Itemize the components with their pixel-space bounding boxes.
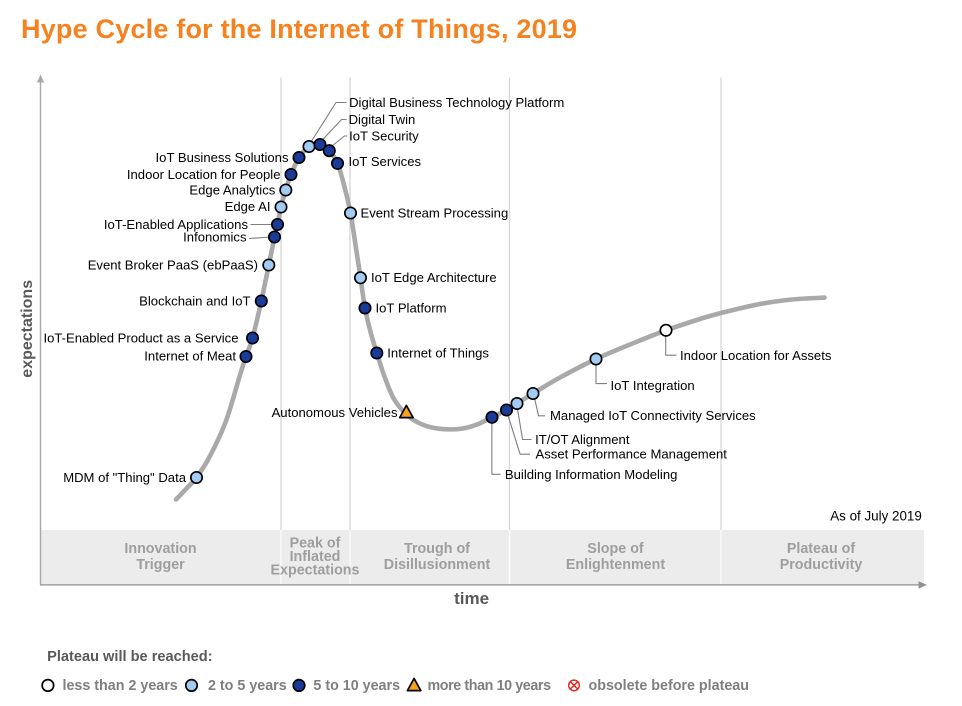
- svg-text:Edge AI: Edge AI: [225, 199, 271, 214]
- svg-text:Blockchain and IoT: Blockchain and IoT: [139, 293, 250, 308]
- svg-text:Digital Twin: Digital Twin: [349, 112, 416, 127]
- svg-text:IT/OT Alignment: IT/OT Alignment: [535, 432, 630, 447]
- svg-text:expectations: expectations: [19, 280, 36, 378]
- svg-text:Slope of: Slope of: [587, 541, 644, 557]
- svg-text:IoT Security: IoT Security: [349, 128, 419, 143]
- svg-text:Expectations: Expectations: [271, 563, 360, 579]
- svg-text:Building Information Modeling: Building Information Modeling: [505, 467, 678, 482]
- svg-text:Edge Analytics: Edge Analytics: [189, 182, 275, 197]
- svg-text:Peak of: Peak of: [290, 535, 341, 551]
- svg-text:Managed IoT Connectivity Servi: Managed IoT Connectivity Services: [550, 408, 756, 423]
- svg-text:Enlightenment: Enlightenment: [566, 557, 666, 573]
- svg-text:IoT Services: IoT Services: [349, 154, 422, 169]
- svg-text:IoT-Enabled Applications: IoT-Enabled Applications: [104, 217, 249, 232]
- svg-text:less than 2 years: less than 2 years: [63, 678, 178, 694]
- svg-text:Hype Cycle for the Internet of: Hype Cycle for the Internet of Things, 2…: [21, 14, 577, 44]
- svg-text:time: time: [454, 589, 489, 608]
- svg-text:Trigger: Trigger: [136, 557, 185, 573]
- svg-text:IoT Edge Architecture: IoT Edge Architecture: [371, 270, 497, 285]
- svg-text:Infonomics: Infonomics: [183, 229, 247, 244]
- svg-text:Trough of: Trough of: [404, 541, 470, 557]
- svg-text:Plateau will be reached:: Plateau will be reached:: [47, 649, 212, 665]
- svg-text:Internet of Things: Internet of Things: [387, 345, 489, 360]
- svg-text:Innovation: Innovation: [124, 541, 196, 557]
- svg-text:IoT Platform: IoT Platform: [376, 300, 447, 315]
- svg-text:Event Stream Processing: Event Stream Processing: [361, 205, 509, 220]
- svg-text:IoT-Enabled Product as a Servi: IoT-Enabled Product as a Service: [43, 330, 238, 345]
- svg-text:more than 10 years: more than 10 years: [428, 678, 552, 694]
- svg-text:Internet of Meat: Internet of Meat: [144, 349, 236, 364]
- svg-text:2 to 5 years: 2 to 5 years: [208, 678, 287, 694]
- svg-text:Autonomous Vehicles: Autonomous Vehicles: [272, 405, 398, 420]
- svg-text:Disillusionment: Disillusionment: [384, 557, 491, 573]
- svg-text:Event Broker PaaS (ebPaaS): Event Broker PaaS (ebPaaS): [88, 257, 258, 272]
- svg-text:Digital Business Technology Pl: Digital Business Technology Platform: [349, 95, 564, 110]
- svg-text:Inflated: Inflated: [290, 549, 341, 565]
- svg-text:Productivity: Productivity: [780, 557, 863, 573]
- svg-text:Plateau of: Plateau of: [787, 541, 856, 557]
- svg-text:obsolete before plateau: obsolete before plateau: [589, 678, 749, 694]
- svg-text:Indoor Location for People: Indoor Location for People: [127, 167, 281, 182]
- svg-text:5 to 10 years: 5 to 10 years: [313, 678, 400, 694]
- svg-text:MDM of "Thing" Data: MDM of "Thing" Data: [63, 470, 187, 485]
- svg-text:As of July 2019: As of July 2019: [830, 509, 922, 524]
- svg-text:Asset Performance Management: Asset Performance Management: [536, 447, 728, 462]
- svg-text:Indoor Location for Assets: Indoor Location for Assets: [680, 348, 832, 363]
- svg-text:IoT Integration: IoT Integration: [611, 378, 695, 393]
- svg-text:IoT Business Solutions: IoT Business Solutions: [156, 150, 289, 165]
